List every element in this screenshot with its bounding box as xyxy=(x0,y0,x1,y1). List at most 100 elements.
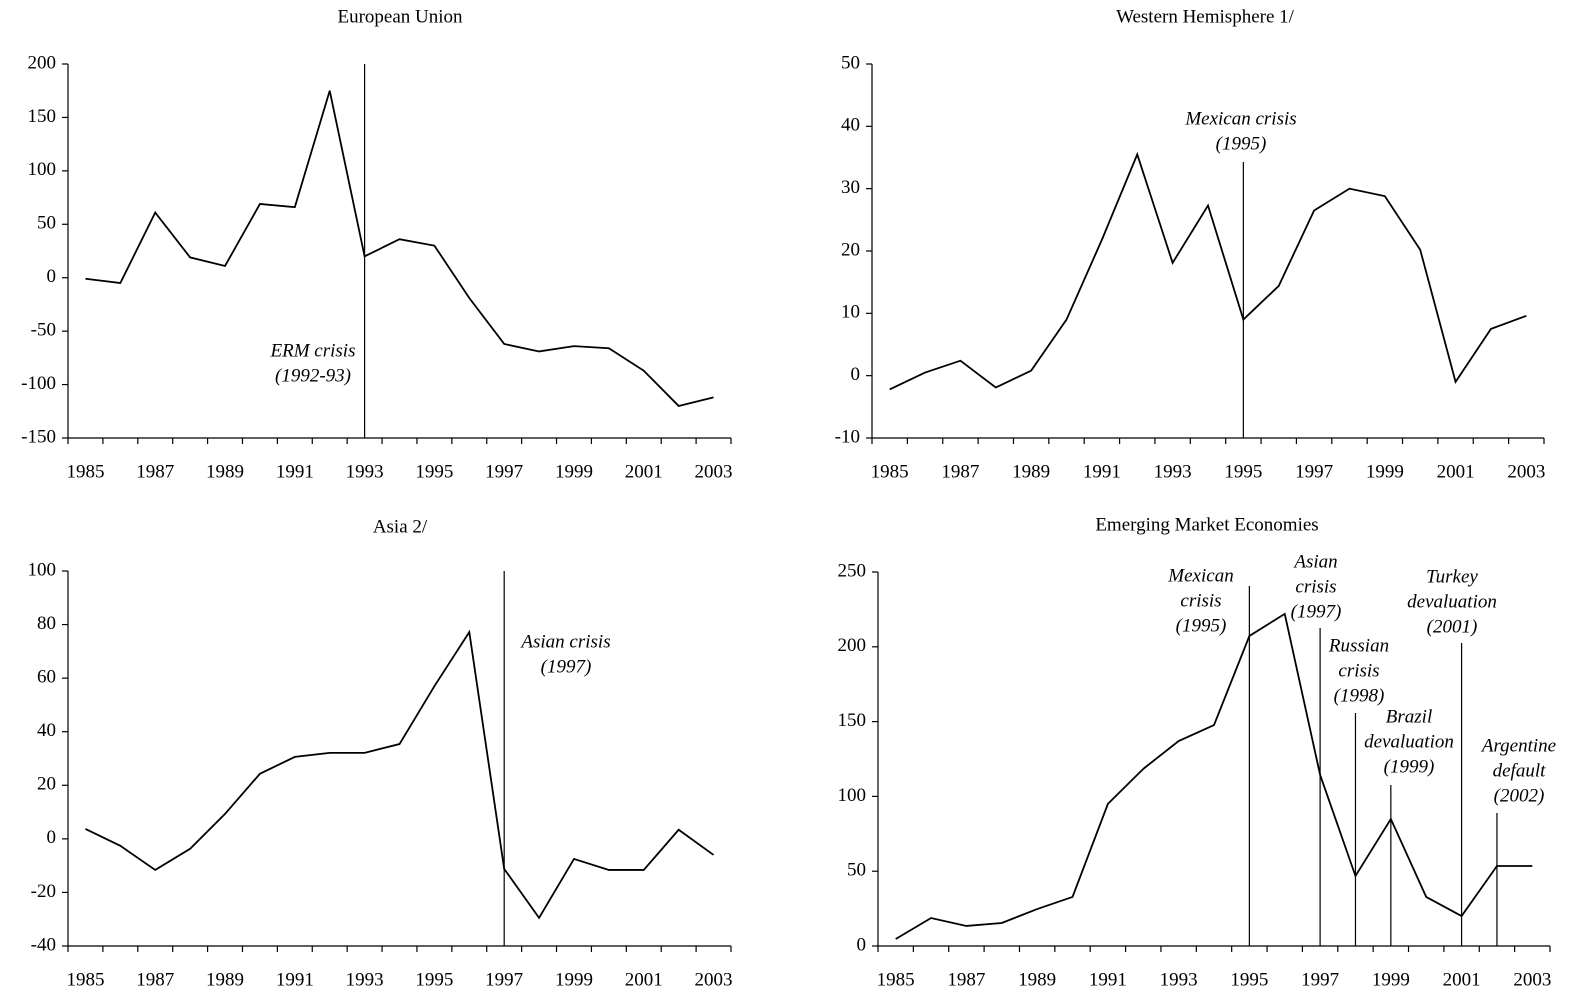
y-tick-label: 60 xyxy=(37,667,56,688)
y-tick-label: 0 xyxy=(47,827,57,848)
x-tick-label: 1991 xyxy=(1089,969,1127,990)
chart-title: European Union xyxy=(337,6,463,27)
y-tick-label: 40 xyxy=(37,720,56,741)
y-tick-label: 50 xyxy=(37,213,56,234)
y-tick-label: -100 xyxy=(21,373,56,394)
y-tick-label: -20 xyxy=(31,881,56,902)
x-tick-label: 1989 xyxy=(206,969,244,990)
x-tick-label: 2003 xyxy=(695,461,733,482)
x-tick-label: 1991 xyxy=(1083,461,1121,482)
annotation-text: Turkey xyxy=(1426,566,1478,587)
annotation-text: (2001) xyxy=(1427,616,1478,637)
y-tick-label: 100 xyxy=(838,785,867,806)
x-tick-label: 1997 xyxy=(485,461,523,482)
x-tick-label: 2003 xyxy=(1507,461,1545,482)
annotation-text: crisis xyxy=(1338,660,1379,681)
y-tick-label: -150 xyxy=(21,426,56,447)
annotation-text: Asian xyxy=(1292,551,1337,572)
y-tick-label: 80 xyxy=(37,613,56,634)
x-tick-label: 1999 xyxy=(1366,461,1404,482)
annotation-text: Argentine xyxy=(1480,735,1556,756)
y-tick-label: 100 xyxy=(28,559,57,580)
annotation-text: (1992-93) xyxy=(275,365,351,386)
x-tick-label: 1985 xyxy=(877,969,915,990)
annotation-text: (1997) xyxy=(1291,601,1342,622)
x-tick-label: 1989 xyxy=(1018,969,1056,990)
annotation-text: (1995) xyxy=(1216,133,1267,154)
annotation-text: Brazil xyxy=(1386,706,1432,727)
annotation-text: Mexican crisis xyxy=(1184,108,1296,129)
y-tick-label: 0 xyxy=(857,934,867,955)
x-tick-label: 1989 xyxy=(206,461,244,482)
x-tick-label: 1987 xyxy=(136,969,174,990)
x-tick-label: 1985 xyxy=(66,461,104,482)
y-tick-label: 20 xyxy=(841,239,860,260)
x-tick-label: 1991 xyxy=(276,969,314,990)
x-tick-label: 1995 xyxy=(415,969,453,990)
annotation-text: default xyxy=(1493,760,1546,781)
data-line xyxy=(85,629,715,920)
x-tick-label: 1993 xyxy=(346,461,384,482)
y-tick-label: 50 xyxy=(841,52,860,73)
x-tick-label: 1999 xyxy=(555,969,593,990)
x-tick-label: 1985 xyxy=(871,461,909,482)
y-tick-label: 10 xyxy=(841,302,860,323)
x-tick-label: 1987 xyxy=(136,461,174,482)
x-tick-label: 2003 xyxy=(695,969,733,990)
y-tick-label: -10 xyxy=(835,426,860,447)
annotation-text: (1995) xyxy=(1176,615,1227,636)
annotation-text: crisis xyxy=(1295,576,1336,597)
data-line xyxy=(895,612,1533,940)
x-tick-label: 1987 xyxy=(941,461,979,482)
x-tick-label: 1995 xyxy=(1230,969,1268,990)
x-tick-label: 2001 xyxy=(1443,969,1481,990)
chart-title: Asia 2/ xyxy=(373,516,428,537)
x-tick-label: 1989 xyxy=(1012,461,1050,482)
annotation-text: (2002) xyxy=(1494,785,1545,806)
y-tick-label: 30 xyxy=(841,177,860,198)
data-line xyxy=(889,151,1527,391)
x-tick-label: 1997 xyxy=(1301,969,1339,990)
annotation-text: (1999) xyxy=(1384,756,1435,777)
x-tick-label: 1987 xyxy=(947,969,985,990)
x-tick-label: 1993 xyxy=(346,969,384,990)
x-tick-label: 2001 xyxy=(625,969,663,990)
y-tick-label: 250 xyxy=(838,560,867,581)
annotation-text: devaluation xyxy=(1407,591,1497,612)
y-tick-label: 40 xyxy=(841,115,860,136)
x-tick-label: 1999 xyxy=(555,461,593,482)
chart-title: Emerging Market Economies xyxy=(1095,514,1318,535)
annotation-text: Russian xyxy=(1328,635,1389,656)
x-tick-label: 1997 xyxy=(485,969,523,990)
x-tick-label: 1995 xyxy=(1224,461,1262,482)
x-tick-label: 2001 xyxy=(1437,461,1475,482)
x-tick-label: 2003 xyxy=(1513,969,1551,990)
annotation-text: Asian crisis xyxy=(519,631,610,652)
y-tick-label: 0 xyxy=(47,266,57,287)
x-tick-label: 1993 xyxy=(1154,461,1192,482)
x-tick-label: 2001 xyxy=(625,461,663,482)
annotation-text: (1998) xyxy=(1334,685,1385,706)
x-tick-label: 1985 xyxy=(66,969,104,990)
y-tick-label: 200 xyxy=(838,635,867,656)
y-tick-label: 100 xyxy=(28,159,57,180)
y-tick-label: 200 xyxy=(28,52,57,73)
annotation-text: ERM crisis xyxy=(270,340,356,361)
y-tick-label: 150 xyxy=(838,710,867,731)
annotation-text: devaluation xyxy=(1364,731,1454,752)
y-tick-label: 0 xyxy=(851,364,861,385)
y-tick-label: 20 xyxy=(37,774,56,795)
data-line xyxy=(85,90,714,407)
chart-title: Western Hemisphere 1/ xyxy=(1116,6,1295,27)
x-tick-label: 1991 xyxy=(276,461,314,482)
y-tick-label: 50 xyxy=(847,860,866,881)
annotation-text: crisis xyxy=(1180,590,1221,611)
y-tick-label: -40 xyxy=(31,934,56,955)
x-tick-label: 1995 xyxy=(415,461,453,482)
x-tick-label: 1999 xyxy=(1372,969,1410,990)
annotation-text: Mexican xyxy=(1167,565,1233,586)
annotation-text: (1997) xyxy=(541,656,592,677)
x-tick-label: 1993 xyxy=(1160,969,1198,990)
y-tick-label: 150 xyxy=(28,106,57,127)
